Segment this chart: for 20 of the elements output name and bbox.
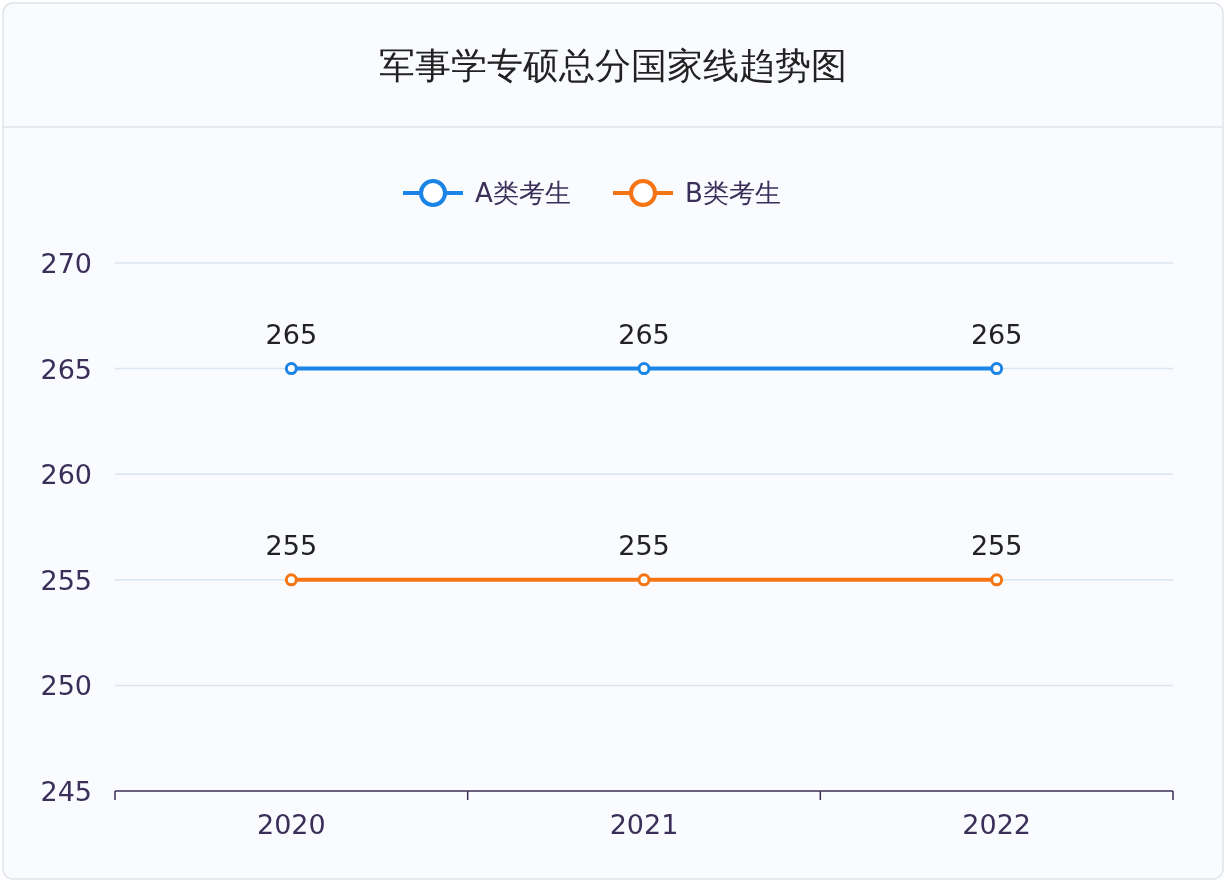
- ytick: 265: [40, 353, 92, 385]
- ytick: 255: [40, 564, 92, 596]
- ytick: 260: [40, 459, 92, 491]
- ytick: 245: [40, 776, 92, 807]
- xtick: 2022: [962, 809, 1032, 840]
- data-label: 255: [970, 529, 1023, 561]
- xtick: 2021: [609, 809, 679, 840]
- title: 军事学专硕总分国家线趋势图: [379, 45, 847, 86]
- ytick: 270: [40, 248, 92, 279]
- data-label: 265: [265, 318, 318, 350]
- xtick: 2020: [256, 809, 326, 840]
- legend-item: A类考生: [403, 178, 571, 208]
- legend-item: B类考生: [613, 178, 781, 208]
- data-label: 255: [618, 529, 670, 561]
- legend-label: A类考生: [475, 178, 571, 208]
- ytick: 250: [40, 670, 92, 702]
- data-label: 265: [970, 318, 1023, 350]
- legend-label: B类考生: [685, 178, 781, 208]
- data-label: 265: [618, 318, 670, 350]
- data-label: 255: [265, 529, 318, 561]
